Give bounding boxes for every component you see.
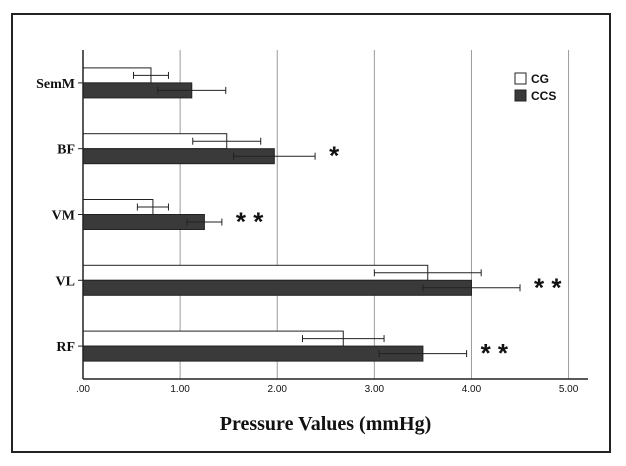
legend: CG CCS <box>514 72 556 103</box>
axes <box>78 50 588 380</box>
category-label: RF <box>56 340 75 355</box>
grid-lines <box>179 50 570 379</box>
significance-marker: * * <box>481 338 509 368</box>
bars <box>82 67 521 362</box>
chart-frame: .00 1.00 2.00 3.00 4.00 5.00 SemM BF * VM * * VL * *… <box>11 13 611 453</box>
bar-ccs <box>82 345 424 362</box>
legend-label: CG <box>531 72 549 86</box>
x-tick-label: 2.00 <box>267 384 287 395</box>
category-label: BF <box>57 143 75 158</box>
significance-marker: * <box>329 141 340 171</box>
bar-ccs <box>82 214 205 230</box>
legend-label: CCS <box>531 89 556 103</box>
labels: .00 1.00 2.00 3.00 4.00 5.00 SemM BF * VM * * VL * *… <box>36 77 579 435</box>
bar-chart: .00 1.00 2.00 3.00 4.00 5.00 SemM BF * VM * * VL * *… <box>36 50 588 435</box>
category-label: SemM <box>36 77 75 92</box>
x-tick-label: 4.00 <box>462 384 482 395</box>
significance-marker: * * <box>534 272 562 302</box>
x-axis-label: Pressure Values (mmHg) <box>220 413 431 435</box>
bar-ccs <box>82 279 472 296</box>
x-tick-label: 5.00 <box>559 384 579 395</box>
category-label: VL <box>56 274 75 289</box>
category-label: VM <box>52 209 75 224</box>
x-tick-label: 1.00 <box>170 384 190 395</box>
x-tick-label: .00 <box>76 384 90 395</box>
x-tick-label: 3.00 <box>365 384 385 395</box>
significance-marker: * * <box>236 207 264 237</box>
legend-swatch-cg <box>514 72 527 85</box>
legend-swatch-ccs <box>514 89 527 102</box>
